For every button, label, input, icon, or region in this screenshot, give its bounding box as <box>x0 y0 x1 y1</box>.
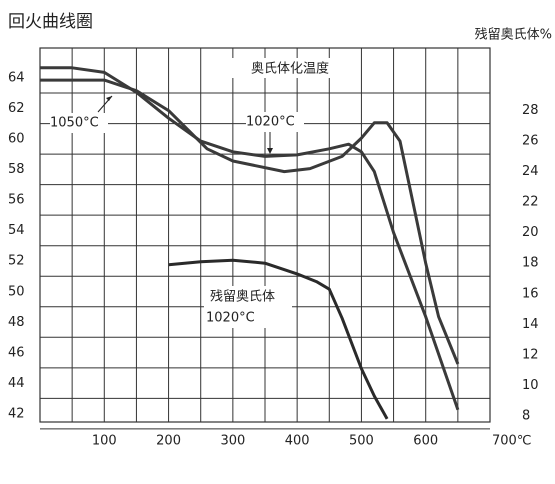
annotation: 奥氏体化温度 <box>251 61 329 77</box>
plot-frame <box>39 47 491 423</box>
y-tick-label: 58 <box>8 162 25 177</box>
annotation: 残留奥氏体 <box>210 290 275 305</box>
y2-tick-label: 14 <box>522 317 539 332</box>
annotation: 1050°C <box>50 116 99 131</box>
y-tick-label: 50 <box>8 284 25 299</box>
annotation: 1020°C <box>206 311 255 326</box>
y2-tick-label: 24 <box>522 164 539 179</box>
y2-tick-label: 16 <box>522 286 539 301</box>
x-tick-label: 300 <box>220 434 245 449</box>
y-tick-label: 44 <box>8 376 25 391</box>
annotation-bg <box>204 286 292 328</box>
y2-axis-label: 残留奥氏体% <box>475 28 552 43</box>
y2-tick-label: 20 <box>522 225 539 240</box>
y2-tick-label: 22 <box>522 195 539 210</box>
series-line <box>40 78 460 365</box>
y2-tick-label: 18 <box>522 256 539 271</box>
x-tick-label: 500 <box>349 434 374 449</box>
y-tick-label: 56 <box>8 193 25 208</box>
y2-tick-label: 28 <box>522 103 539 118</box>
y-tick-label: 52 <box>8 254 25 269</box>
annotation-bg <box>246 112 304 132</box>
y-tick-label: 48 <box>8 315 25 330</box>
x-tick-label: 600 <box>413 434 438 449</box>
y-tick-label: 60 <box>8 132 25 147</box>
y-tick-label: 62 <box>8 101 25 116</box>
x-tick-label: 700℃ <box>492 434 531 449</box>
x-tick-label: 200 <box>156 434 181 449</box>
y-tick-label: 64 <box>8 71 25 86</box>
arrow-head <box>106 96 112 101</box>
y-tick-label: 54 <box>8 223 25 238</box>
chart-title: 回火曲线圈 <box>8 12 93 32</box>
y2-tick-label: 12 <box>522 347 539 362</box>
x-tick-label: 100 <box>92 434 117 449</box>
series-line <box>40 66 460 411</box>
y-tick-label: 46 <box>8 345 25 360</box>
annotation-bg <box>50 113 108 133</box>
annotation: 1020°C <box>246 115 295 130</box>
y2-tick-label: 26 <box>522 134 539 149</box>
y2-tick-label: 8 <box>522 408 530 423</box>
annotation-bg <box>230 58 350 78</box>
arrow-head <box>267 148 273 154</box>
x-tick-label: 400 <box>285 434 310 449</box>
y2-tick-label: 10 <box>522 378 539 393</box>
y-tick-label: 42 <box>8 406 25 421</box>
series-line <box>168 258 389 420</box>
